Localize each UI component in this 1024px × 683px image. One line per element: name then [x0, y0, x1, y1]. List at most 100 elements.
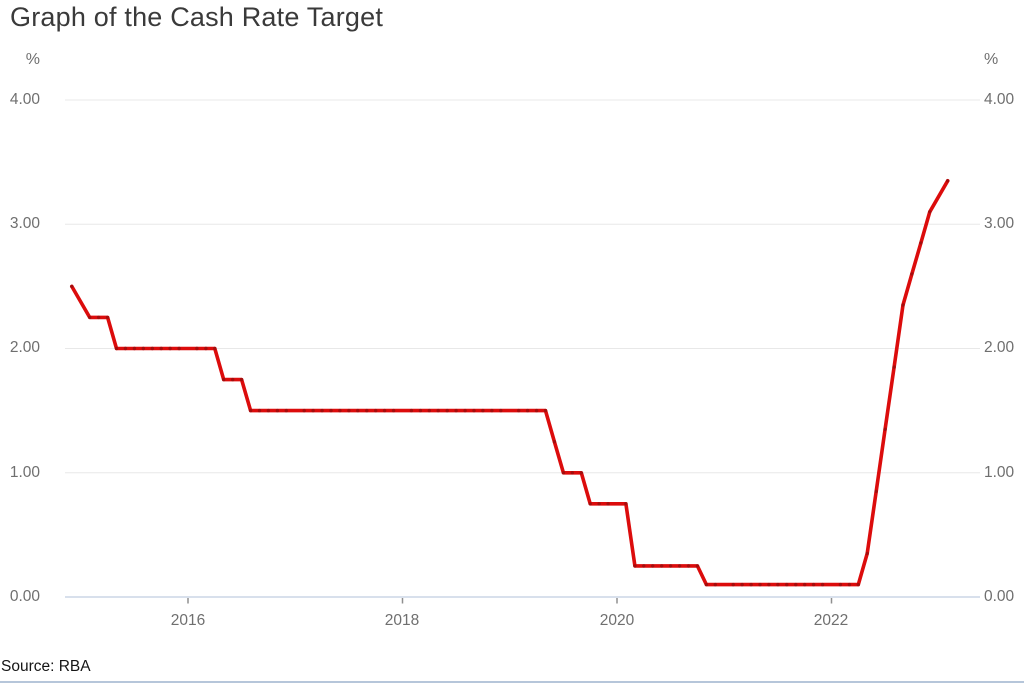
data-point: [561, 471, 566, 475]
data-point: [695, 564, 700, 568]
data-point: [356, 408, 360, 413]
y-tick-label-left-0: 0.00: [9, 588, 40, 605]
data-point: [892, 365, 896, 369]
data-point: [275, 408, 280, 413]
data-point: [70, 284, 74, 289]
data-point: [409, 408, 414, 413]
y-tick-label-left-4: 4.00: [9, 91, 40, 108]
data-point: [338, 408, 342, 413]
bottom-divider: [0, 681, 1024, 683]
data-point: [257, 408, 262, 413]
data-point: [463, 408, 467, 413]
data-point: [901, 303, 905, 307]
data-point: [311, 408, 315, 413]
data-point: [284, 408, 288, 413]
data-point: [838, 582, 843, 587]
data-point: [132, 346, 137, 351]
data-point: [347, 408, 351, 413]
data-point: [660, 564, 664, 568]
data-point: [642, 564, 646, 568]
data-point: [731, 582, 735, 587]
data-point: [552, 440, 557, 444]
data-point: [767, 582, 771, 587]
data-point: [365, 408, 369, 413]
data-point: [749, 582, 753, 587]
data-point: [856, 582, 860, 587]
data-point: [597, 502, 601, 506]
data-point: [928, 210, 932, 214]
data-point: [248, 408, 253, 413]
y-tick-label-right-0: 0.00: [984, 588, 1015, 605]
y-tick-label-right-3: 3.00: [984, 215, 1015, 232]
data-point: [713, 582, 717, 587]
data-point: [803, 582, 807, 587]
data-point: [543, 408, 548, 413]
data-point: [436, 408, 440, 413]
data-point: [811, 582, 816, 587]
source-note: Source: RBA: [1, 658, 91, 675]
data-point: [910, 272, 914, 276]
y-tick-label-right-1: 1.00: [984, 464, 1015, 481]
data-point: [231, 377, 235, 382]
x-tick-label-2018: 2018: [384, 612, 420, 629]
data-point: [88, 315, 92, 320]
data-point: [222, 377, 226, 382]
data-point: [329, 408, 333, 413]
data-point: [633, 564, 637, 568]
chart-title: Graph of the Cash Rate Target: [10, 2, 384, 32]
data-point: [919, 241, 923, 245]
data-point: [105, 315, 110, 320]
x-tick-label-2020: 2020: [599, 612, 635, 629]
data-point: [668, 564, 673, 568]
data-point: [686, 564, 691, 568]
data-point: [820, 582, 825, 587]
data-point: [427, 408, 431, 413]
data-point: [499, 408, 503, 413]
data-point: [579, 471, 583, 475]
data-point: [445, 408, 449, 413]
data-point: [204, 346, 208, 351]
cash-rate-series-line: [70, 179, 950, 587]
data-point: [266, 408, 271, 413]
data-point: [391, 408, 396, 413]
data-point: [525, 408, 530, 413]
data-point: [195, 346, 199, 351]
y-axis-unit-right: %: [984, 51, 999, 68]
y-tick-label-left-1: 1.00: [9, 464, 40, 481]
data-point: [517, 408, 521, 413]
data-point: [114, 346, 119, 351]
y-tick-label-left-3: 3.00: [9, 215, 40, 232]
data-point: [159, 346, 163, 351]
data-point: [624, 502, 628, 506]
data-point: [168, 346, 172, 351]
data-point: [150, 346, 154, 351]
data-point: [239, 377, 244, 382]
data-point: [758, 582, 762, 587]
data-point: [588, 502, 592, 506]
data-point: [534, 408, 539, 413]
x-tick-label-2016: 2016: [170, 612, 206, 629]
data-point: [481, 408, 485, 413]
data-point: [874, 489, 878, 494]
data-point: [302, 408, 306, 413]
data-point: [374, 408, 378, 413]
data-point: [141, 346, 145, 351]
data-point: [123, 346, 128, 351]
data-point: [177, 346, 181, 351]
data-point: [213, 346, 217, 351]
data-point: [677, 564, 682, 568]
data-point: [946, 179, 950, 183]
data-point: [794, 582, 798, 587]
y-tick-label-right-2: 2.00: [984, 339, 1015, 356]
data-point: [776, 582, 780, 587]
data-point: [454, 408, 458, 413]
data-point: [606, 502, 610, 506]
data-point: [651, 564, 655, 568]
data-point: [472, 408, 476, 413]
data-point: [847, 582, 852, 587]
data-point: [418, 408, 423, 413]
data-point: [740, 582, 744, 587]
y-tick-label-right-4: 4.00: [984, 91, 1015, 108]
